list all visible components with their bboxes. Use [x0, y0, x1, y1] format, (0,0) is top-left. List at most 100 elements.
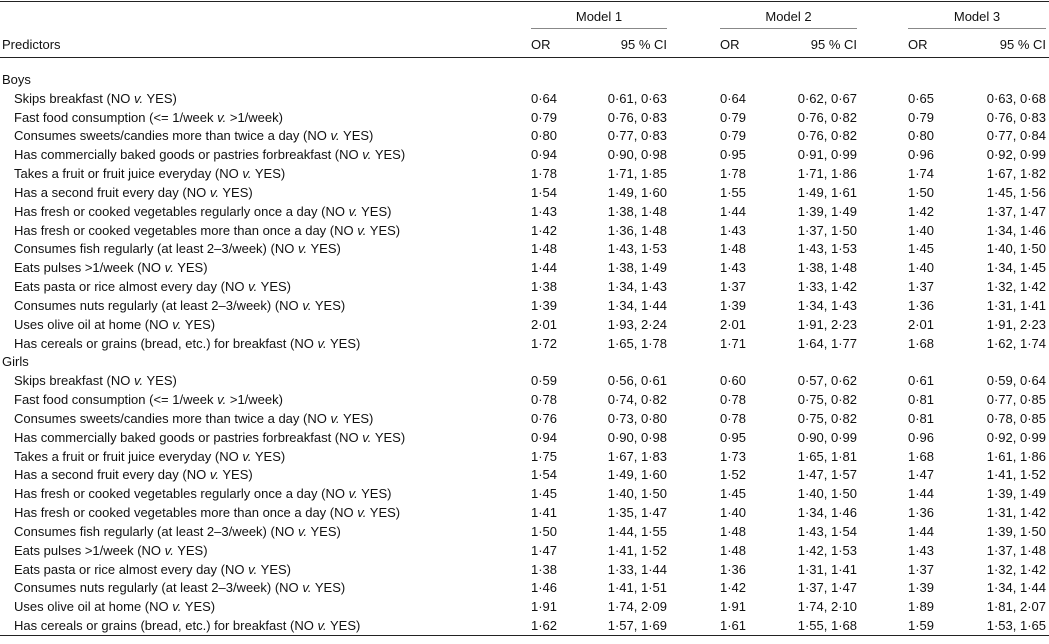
or-cell: 1·47	[908, 467, 935, 483]
top-rule	[0, 1, 1049, 2]
ci-cell: 1·61, 1·86	[986, 448, 1046, 464]
or-cell: 2·01	[531, 316, 558, 332]
ci-cell: 0·73, 0·80	[607, 410, 667, 426]
ci-cell: 1·49, 1·60	[607, 184, 667, 200]
or-cell: 2·01	[720, 316, 747, 332]
predictor: Has fresh or cooked vegetables more than…	[14, 222, 401, 238]
predictor: Consumes fish regularly (at least 2–3/we…	[14, 241, 341, 257]
ci-cell: 1·35, 1·47	[607, 505, 667, 521]
ci-cell: 0·75, 0·82	[797, 392, 857, 408]
ci-cell: 1·40, 1·50	[986, 241, 1046, 257]
ci-cell: 1·34, 1·44	[986, 580, 1046, 596]
predictor: Fast food consumption (<= 1/week v. >1/w…	[14, 392, 283, 408]
predictor: Has commercially baked goods or pastries…	[14, 147, 406, 163]
predictor: Has cereals or grains (bread, etc.) for …	[14, 335, 361, 351]
ci-cell: 1·44, 1·55	[607, 523, 667, 539]
or-cell: 0·64	[531, 90, 558, 106]
or-cell: 1·37	[908, 561, 935, 577]
or-cell: 1·78	[720, 166, 747, 182]
or-cell: 0·64	[720, 90, 747, 106]
predictor: Eats pasta or rice almost every day (NO …	[14, 561, 291, 577]
or-cell: 1·43	[720, 260, 747, 276]
predictor: Uses olive oil at home (NO v. YES)	[14, 316, 216, 332]
ci-cell: 0·77, 0·83	[607, 128, 667, 144]
predictor: Has fresh or cooked vegetables regularly…	[14, 203, 392, 219]
ci-cell: 0·76, 0·82	[797, 128, 857, 144]
ci-cell: 1·33, 1·42	[797, 279, 857, 295]
or-cell: 2·01	[908, 316, 935, 332]
or-cell: 1·54	[531, 467, 558, 483]
or-cell: 1·40	[720, 505, 747, 521]
ci-cell: 1·45, 1·56	[986, 184, 1046, 200]
or-cell: 0·61	[908, 373, 935, 389]
or-cell: 0·80	[531, 128, 558, 144]
or-cell: 0·79	[720, 109, 747, 125]
ci-cell: 1·47, 1·57	[797, 467, 857, 483]
ci-cell: 0·90, 0·98	[607, 429, 667, 445]
or-cell: 1·42	[531, 222, 558, 238]
column-header: OR	[720, 37, 740, 52]
predictor: Consumes sweets/candies more than twice …	[14, 128, 374, 144]
or-cell: 0·96	[908, 429, 935, 445]
model-header: Model 3	[953, 9, 1001, 24]
predictor: Uses olive oil at home (NO v. YES)	[14, 599, 216, 615]
or-cell: 0·76	[531, 410, 558, 426]
or-cell: 0·65	[908, 90, 935, 106]
ci-cell: 1·34, 1·44	[607, 297, 667, 313]
ci-cell: 1·74, 2·10	[797, 599, 857, 615]
or-cell: 0·78	[531, 392, 558, 408]
predictor: Has cereals or grains (bread, etc.) for …	[14, 618, 361, 634]
or-cell: 1·46	[531, 580, 558, 596]
predictor: Has fresh or cooked vegetables more than…	[14, 505, 401, 521]
or-cell: 1·41	[531, 505, 558, 521]
ci-cell: 1·49, 1·60	[607, 467, 667, 483]
or-cell: 0·95	[720, 147, 747, 163]
predictor: Skips breakfast (NO v. YES)	[14, 90, 177, 106]
ci-cell: 1·67, 1·83	[607, 448, 667, 464]
ci-cell: 1·62, 1·74	[986, 335, 1046, 351]
ci-cell: 1·81, 2·07	[986, 599, 1046, 615]
or-cell: 1·71	[720, 335, 747, 351]
ci-cell: 1·31, 1·41	[986, 297, 1046, 313]
ci-cell: 0·90, 0·99	[797, 429, 857, 445]
ci-cell: 1·43, 1·54	[797, 523, 857, 539]
or-cell: 1·39	[531, 297, 558, 313]
group-rule	[531, 28, 667, 29]
predictor: Consumes sweets/candies more than twice …	[14, 410, 374, 426]
ci-cell: 0·91, 0·99	[797, 147, 857, 163]
ci-cell: 1·37, 1·50	[797, 222, 857, 238]
or-cell: 0·78	[720, 392, 747, 408]
or-cell: 1·48	[720, 241, 747, 257]
section-title: Girls	[2, 354, 29, 370]
ci-cell: 1·41, 1·51	[607, 580, 667, 596]
ci-cell: 0·75, 0·82	[797, 410, 857, 426]
ci-cell: 1·38, 1·49	[607, 260, 667, 276]
or-cell: 1·75	[531, 448, 558, 464]
or-cell: 1·52	[720, 467, 747, 483]
ci-cell: 0·76, 0·83	[607, 109, 667, 125]
or-cell: 1·39	[720, 297, 747, 313]
or-cell: 1·45	[720, 486, 747, 502]
predictor: Eats pasta or rice almost every day (NO …	[14, 279, 291, 295]
ci-cell: 1·34, 1·46	[986, 222, 1046, 238]
ci-cell: 1·49, 1·61	[797, 184, 857, 200]
or-cell: 1·45	[531, 486, 558, 502]
or-cell: 0·78	[720, 410, 747, 426]
ci-cell: 1·36, 1·48	[607, 222, 667, 238]
or-cell: 1·74	[908, 166, 935, 182]
ci-cell: 1·32, 1·42	[986, 279, 1046, 295]
predictor: Consumes nuts regularly (at least 2–3/we…	[14, 580, 346, 596]
ci-cell: 1·39, 1·49	[986, 486, 1046, 502]
ci-cell: 0·78, 0·85	[986, 410, 1046, 426]
ci-cell: 1·53, 1·65	[986, 618, 1046, 634]
or-cell: 1·62	[531, 618, 558, 634]
or-cell: 1·54	[531, 184, 558, 200]
ci-cell: 1·67, 1·82	[986, 166, 1046, 182]
ci-cell: 1·74, 2·09	[607, 599, 667, 615]
ci-cell: 1·31, 1·42	[986, 505, 1046, 521]
or-cell: 1·36	[720, 561, 747, 577]
predictor: Takes a fruit or fruit juice everyday (N…	[14, 448, 286, 464]
or-cell: 1·72	[531, 335, 558, 351]
ci-cell: 0·63, 0·68	[986, 90, 1046, 106]
or-cell: 1·44	[531, 260, 558, 276]
